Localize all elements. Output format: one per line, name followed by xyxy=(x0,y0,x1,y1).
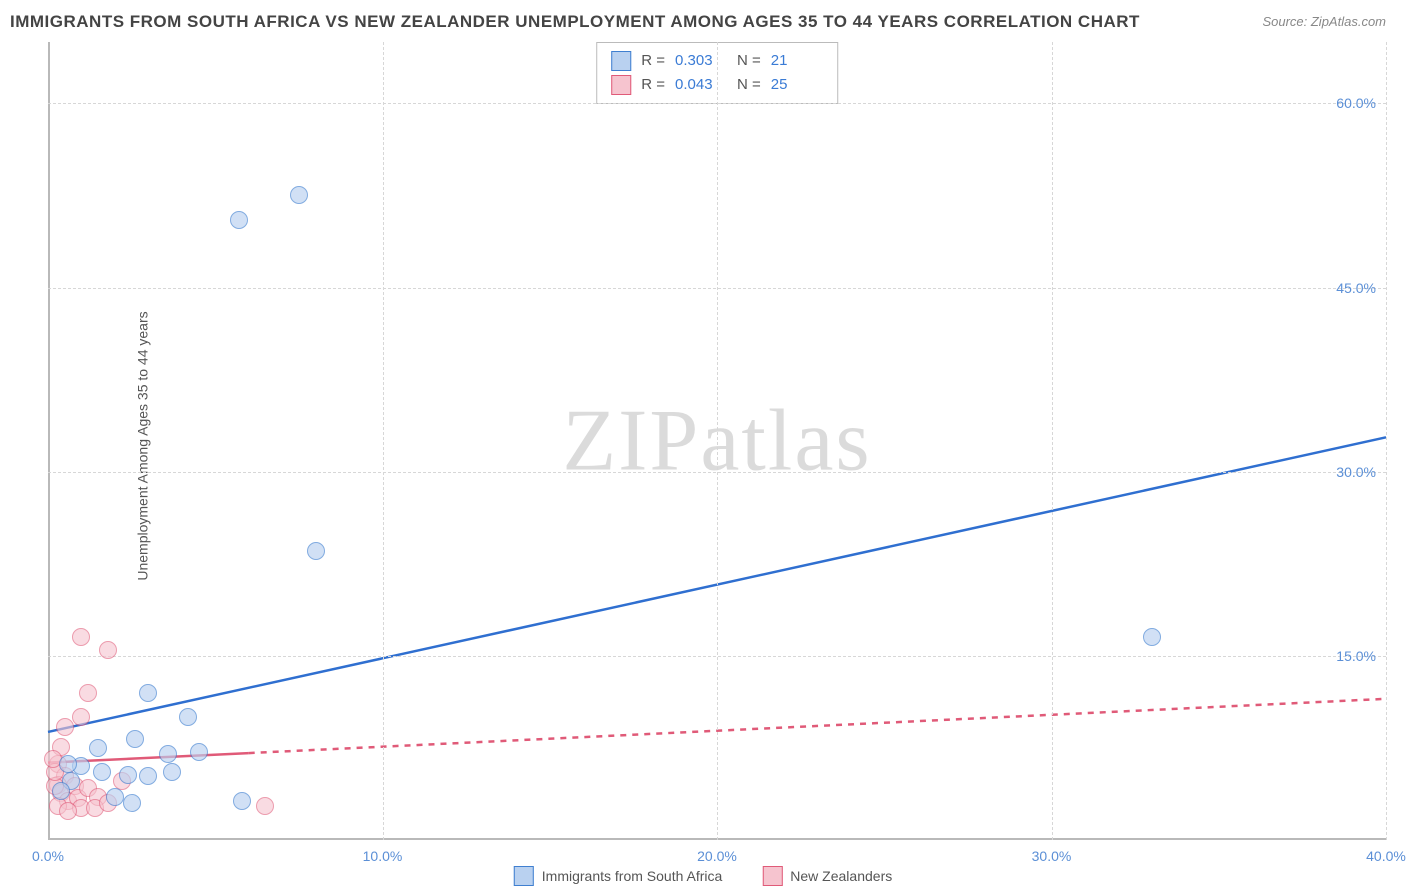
legend-item-pink: New Zealanders xyxy=(762,866,892,886)
y-tick-label: 60.0% xyxy=(1336,95,1376,111)
scatter-point-blue xyxy=(52,782,70,800)
source-attribution: Source: ZipAtlas.com xyxy=(1262,14,1386,29)
grid-line-v xyxy=(383,42,384,840)
chart-container: IMMIGRANTS FROM SOUTH AFRICA VS NEW ZEAL… xyxy=(0,0,1406,892)
scatter-point-blue xyxy=(106,788,124,806)
scatter-point-blue xyxy=(59,755,77,773)
swatch-pink xyxy=(611,75,631,95)
scatter-point-pink xyxy=(56,718,74,736)
scatter-point-blue xyxy=(119,766,137,784)
r-label: R = xyxy=(641,49,665,73)
chart-title: IMMIGRANTS FROM SOUTH AFRICA VS NEW ZEAL… xyxy=(10,12,1140,32)
scatter-point-blue xyxy=(123,794,141,812)
scatter-point-pink xyxy=(79,684,97,702)
grid-line-v xyxy=(717,42,718,840)
x-tick-label: 30.0% xyxy=(1032,848,1072,864)
scatter-point-pink xyxy=(99,641,117,659)
y-tick-label: 15.0% xyxy=(1336,648,1376,664)
n-value-pink: 25 xyxy=(771,73,823,97)
scatter-point-blue xyxy=(179,708,197,726)
legend-label-blue: Immigrants from South Africa xyxy=(542,868,723,884)
scatter-point-blue xyxy=(290,186,308,204)
grid-line-v xyxy=(1386,42,1387,840)
y-tick-label: 30.0% xyxy=(1336,464,1376,480)
scatter-point-blue xyxy=(139,684,157,702)
trend-line xyxy=(249,699,1386,753)
n-label: N = xyxy=(737,73,761,97)
scatter-point-pink xyxy=(72,628,90,646)
legend-series: Immigrants from South Africa New Zealand… xyxy=(514,866,892,886)
scatter-point-blue xyxy=(230,211,248,229)
scatter-point-blue xyxy=(126,730,144,748)
scatter-point-blue xyxy=(163,763,181,781)
swatch-blue xyxy=(611,51,631,71)
scatter-point-blue xyxy=(233,792,251,810)
scatter-point-blue xyxy=(89,739,107,757)
r-label: R = xyxy=(641,73,665,97)
scatter-point-blue xyxy=(190,743,208,761)
x-tick-label: 20.0% xyxy=(697,848,737,864)
n-label: N = xyxy=(737,49,761,73)
scatter-point-blue xyxy=(93,763,111,781)
x-tick-label: 40.0% xyxy=(1366,848,1406,864)
scatter-point-pink xyxy=(72,708,90,726)
scatter-point-pink xyxy=(256,797,274,815)
n-value-blue: 21 xyxy=(771,49,823,73)
x-tick-label: 10.0% xyxy=(363,848,403,864)
scatter-point-blue xyxy=(307,542,325,560)
swatch-blue xyxy=(514,866,534,886)
r-value-blue: 0.303 xyxy=(675,49,727,73)
scatter-point-blue xyxy=(159,745,177,763)
scatter-point-blue xyxy=(139,767,157,785)
grid-line-v xyxy=(1052,42,1053,840)
swatch-pink xyxy=(762,866,782,886)
scatter-point-pink xyxy=(59,802,77,820)
legend-label-pink: New Zealanders xyxy=(790,868,892,884)
x-tick-label: 0.0% xyxy=(32,848,64,864)
r-value-pink: 0.043 xyxy=(675,73,727,97)
y-tick-label: 45.0% xyxy=(1336,280,1376,296)
scatter-point-blue xyxy=(1143,628,1161,646)
plot-area: ZIPatlas R = 0.303 N = 21 R = 0.043 N = … xyxy=(48,42,1386,840)
legend-item-blue: Immigrants from South Africa xyxy=(514,866,723,886)
